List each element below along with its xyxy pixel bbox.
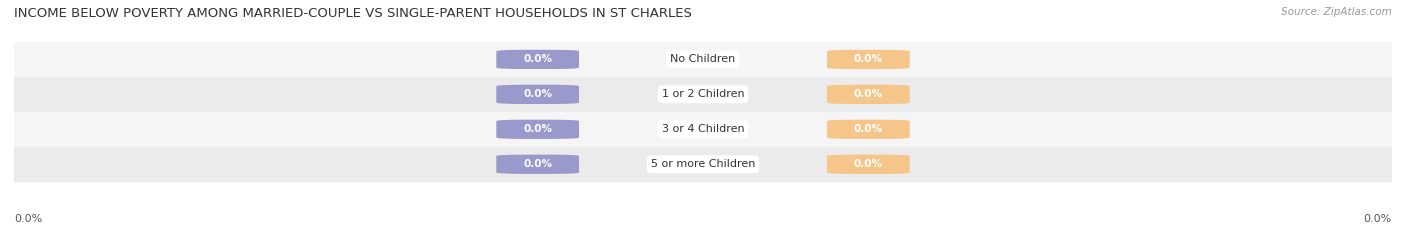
Text: 5 or more Children: 5 or more Children (651, 159, 755, 169)
Text: Source: ZipAtlas.com: Source: ZipAtlas.com (1281, 7, 1392, 17)
Text: 0.0%: 0.0% (853, 89, 883, 99)
FancyBboxPatch shape (496, 155, 579, 174)
FancyBboxPatch shape (496, 50, 579, 69)
FancyBboxPatch shape (827, 50, 910, 69)
FancyBboxPatch shape (827, 85, 910, 104)
Legend: Married Couples, Single Parents: Married Couples, Single Parents (579, 230, 827, 233)
Text: 0.0%: 0.0% (523, 55, 553, 64)
Text: 0.0%: 0.0% (853, 55, 883, 64)
Text: 0.0%: 0.0% (523, 159, 553, 169)
Text: INCOME BELOW POVERTY AMONG MARRIED-COUPLE VS SINGLE-PARENT HOUSEHOLDS IN ST CHAR: INCOME BELOW POVERTY AMONG MARRIED-COUPL… (14, 7, 692, 20)
Bar (14, 112, 1392, 147)
Bar (14, 147, 1392, 182)
Text: No Children: No Children (671, 55, 735, 64)
Text: 0.0%: 0.0% (14, 214, 42, 224)
Text: 3 or 4 Children: 3 or 4 Children (662, 124, 744, 134)
Text: 1 or 2 Children: 1 or 2 Children (662, 89, 744, 99)
FancyBboxPatch shape (827, 155, 910, 174)
Text: 0.0%: 0.0% (523, 89, 553, 99)
Bar (14, 77, 1392, 112)
Text: 0.0%: 0.0% (853, 159, 883, 169)
Text: 0.0%: 0.0% (1364, 214, 1392, 224)
Bar (14, 42, 1392, 77)
FancyBboxPatch shape (827, 120, 910, 139)
Text: 0.0%: 0.0% (853, 124, 883, 134)
FancyBboxPatch shape (496, 85, 579, 104)
FancyBboxPatch shape (496, 120, 579, 139)
Text: 0.0%: 0.0% (523, 124, 553, 134)
